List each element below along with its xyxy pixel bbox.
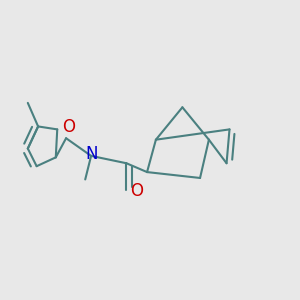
Text: O: O [130,182,143,200]
Text: N: N [86,146,98,164]
Text: O: O [62,118,75,136]
